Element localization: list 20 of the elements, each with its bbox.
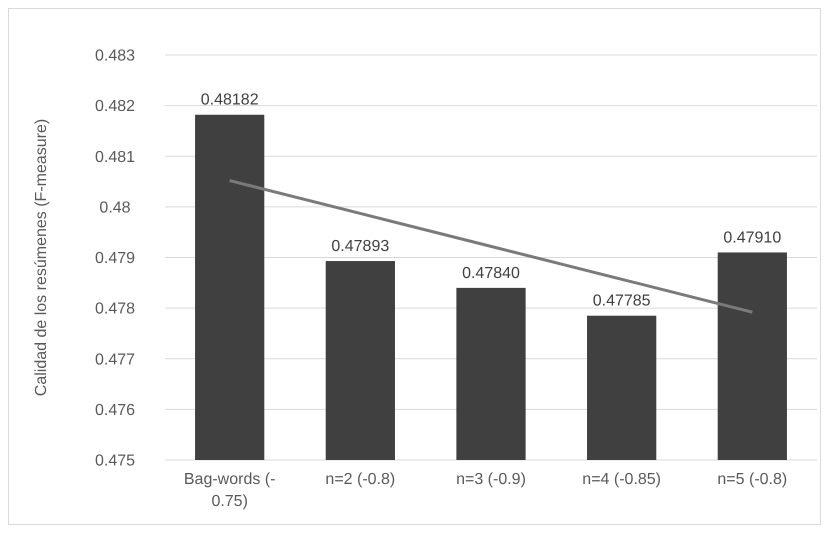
y-tick-label: 0.483 bbox=[94, 48, 136, 65]
x-tick-label: n=4 (-0.85) bbox=[582, 471, 662, 488]
y-tick-label: 0.481 bbox=[94, 148, 136, 166]
y-tick-label: 0.482 bbox=[94, 98, 136, 116]
x-tick-label: n=2 (-0.8) bbox=[325, 471, 396, 488]
data-label: 0.47840 bbox=[462, 264, 520, 282]
data-label: 0.47893 bbox=[331, 238, 390, 256]
y-tick-label: 0.476 bbox=[94, 402, 136, 419]
data-label: 0.48182 bbox=[200, 92, 259, 109]
y-tick-label: 0.475 bbox=[94, 452, 136, 470]
data-label: 0.47910 bbox=[723, 229, 782, 246]
y-tick-label: 0.479 bbox=[94, 250, 136, 268]
x-tick-label: n=5 (-0.8) bbox=[717, 471, 788, 488]
x-tick-label: n=3 (-0.9) bbox=[456, 471, 526, 488]
data-label: 0.47785 bbox=[592, 292, 651, 310]
y-tick-label: 0.477 bbox=[94, 351, 136, 368]
y-tick-label: 0.48 bbox=[99, 199, 131, 216]
x-tick-label: Bag-words (- 0.75) bbox=[184, 471, 276, 510]
y-axis-title: Calidad de los resúmenes (F-measure) bbox=[33, 118, 50, 396]
y-tick-label: 0.478 bbox=[94, 300, 136, 318]
